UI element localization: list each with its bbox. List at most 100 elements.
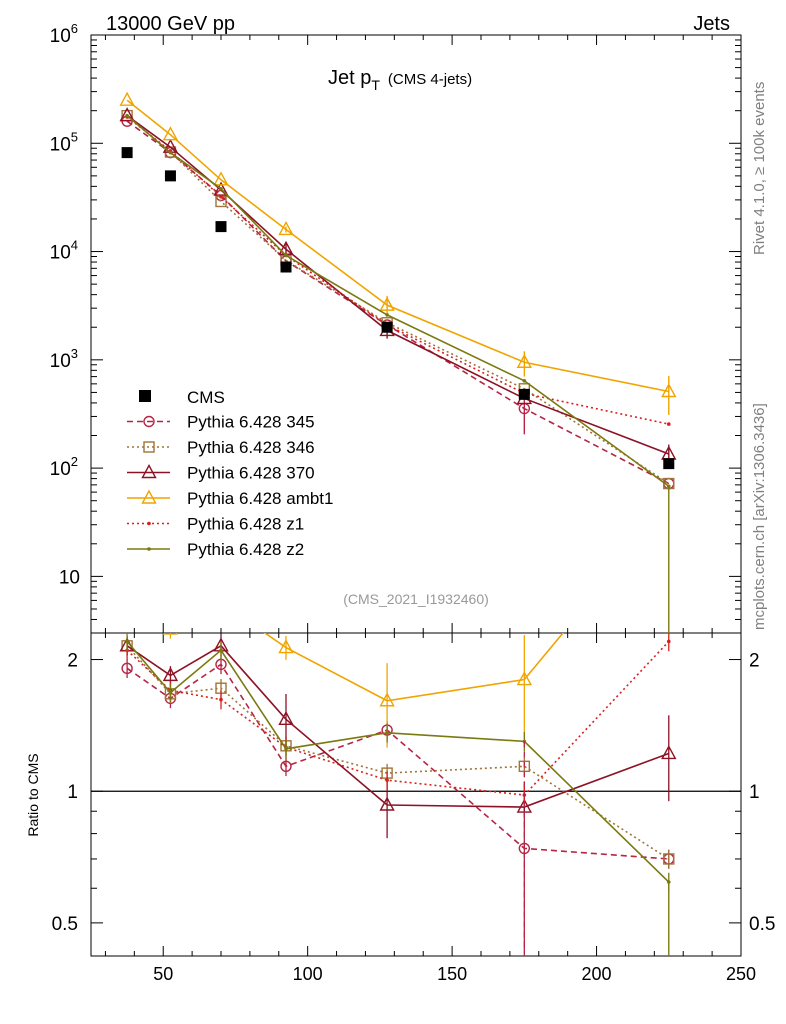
legend-marker	[147, 547, 151, 551]
cms-data-point	[381, 321, 393, 333]
data-point	[385, 313, 389, 317]
ratio-series-pythia-6-428-z1	[125, 633, 671, 805]
data-point	[379, 296, 395, 311]
data-point	[661, 383, 677, 398]
ratio-point	[219, 697, 223, 702]
ratio-line	[126, 640, 670, 883]
ratio-point	[385, 731, 389, 735]
ratio-y-tick-label: 2	[749, 651, 760, 672]
legend-cms-marker	[139, 390, 151, 402]
ratio-point	[125, 639, 129, 644]
y-tick-label: 10	[59, 567, 80, 588]
ratio-point	[162, 633, 179, 635]
x-tick-label: 150	[437, 964, 467, 984]
ratio-line	[126, 663, 669, 860]
cms-data-point	[121, 147, 133, 159]
ratio-point	[516, 671, 533, 686]
ratio-point	[663, 853, 675, 865]
cms-data-point	[280, 261, 292, 273]
ratio-line	[126, 640, 670, 796]
x-tick-label: 200	[582, 964, 612, 984]
legend-label: Pythia 6.428 345	[187, 413, 315, 432]
ratio-series-pythia-6-428-z2	[125, 633, 671, 892]
cms-data-point	[518, 388, 530, 400]
mcplots-label: mcplots.cern.ch [arXiv:1306.3436]	[751, 403, 768, 630]
y-tick-label: 103	[50, 346, 78, 372]
ratio-point	[385, 778, 389, 782]
legend-marker	[143, 441, 155, 453]
ratio-y-tick-label: 0.5	[749, 914, 775, 935]
data-point	[213, 171, 229, 186]
data-point	[168, 150, 173, 155]
ratio-point	[518, 760, 531, 773]
data-point	[278, 220, 294, 236]
ratio-y-tick-label: 1	[749, 782, 760, 803]
ratio-point	[661, 744, 677, 760]
ratio-point	[121, 576, 134, 588]
data-point	[213, 181, 229, 196]
ratio-point	[219, 648, 223, 653]
data-point	[516, 353, 533, 368]
data-point	[522, 379, 527, 383]
legend-marker	[141, 489, 157, 504]
series-pythia-6-428-ambt1	[119, 91, 677, 415]
data-point	[284, 253, 288, 258]
legend-label: Pythia 6.428 ambt1	[187, 489, 333, 508]
y-tick-label: 104	[50, 238, 78, 264]
x-tick-label: 100	[293, 964, 323, 984]
ratio-axis: 50 100 150 200 250 0.5 0.5 1 1 2 2	[52, 651, 776, 984]
ratio-series-pythia-6-428-ambt1	[121, 576, 565, 748]
ratio-point	[284, 747, 288, 751]
legend-label: Pythia 6.428 346	[187, 438, 315, 457]
cms-data-point	[164, 170, 176, 182]
ratio-point	[168, 690, 173, 695]
ratio-point	[280, 760, 292, 773]
ratio-series-pythia-6-428-346	[121, 636, 675, 869]
header-right: Jets	[693, 13, 730, 35]
data-point	[125, 113, 129, 118]
data-point	[219, 186, 223, 191]
ratio-point	[666, 639, 671, 644]
x-tick-label: 250	[726, 964, 756, 984]
ratio-point	[379, 692, 395, 707]
legend-marker	[141, 464, 157, 479]
ratio-y-tick-label: 0.5	[52, 914, 78, 935]
main-axis: 10 102 103 104 105 106	[50, 21, 742, 643]
ratio-ylabel: Ratio to CMS	[25, 753, 41, 836]
ratio-point	[278, 639, 294, 654]
series-line	[126, 99, 669, 393]
legend-label: Pythia 6.428 370	[187, 464, 315, 483]
main-plot	[119, 91, 677, 633]
cms-data-point	[663, 458, 675, 470]
rivet-label: Rivet 4.1.0, ≥ 100k events	[751, 82, 768, 255]
legend-label: Pythia 6.428 z2	[187, 540, 304, 559]
ratio-line	[126, 644, 670, 808]
series-pythia-6-428-z1	[125, 115, 671, 426]
legend-label: Pythia 6.428 z1	[187, 515, 304, 534]
series-line	[126, 116, 669, 425]
legend: CMS Pythia 6.428 345 Pythia 6.428 346 Pythi…	[127, 388, 333, 559]
ratio-point	[278, 710, 294, 726]
ratio-point	[162, 666, 179, 682]
data-point	[666, 422, 671, 426]
ratio-point	[215, 596, 228, 608]
legend-marker	[147, 521, 151, 526]
y-tick-label: 105	[50, 129, 78, 155]
series-pythia-6-428-z2	[125, 113, 671, 489]
data-point	[219, 195, 223, 199]
series-cms	[121, 147, 675, 470]
ratio-y-tick-label: 2	[67, 651, 78, 672]
x-tick-label: 50	[153, 964, 173, 984]
analysis-id: (CMS_2021_I1932460)	[343, 591, 489, 607]
data-point	[119, 107, 135, 122]
chart-title: Jet pT (CMS 4-jets)	[328, 67, 472, 93]
data-point	[119, 91, 135, 106]
header-left: 13000 GeV pp	[106, 13, 235, 35]
y-tick-label: 106	[50, 21, 78, 47]
ratio-line	[126, 645, 670, 860]
data-point	[162, 126, 179, 141]
cms-data-point	[215, 221, 227, 233]
legend-marker	[143, 415, 155, 428]
series-pythia-6-428-346	[121, 109, 675, 490]
